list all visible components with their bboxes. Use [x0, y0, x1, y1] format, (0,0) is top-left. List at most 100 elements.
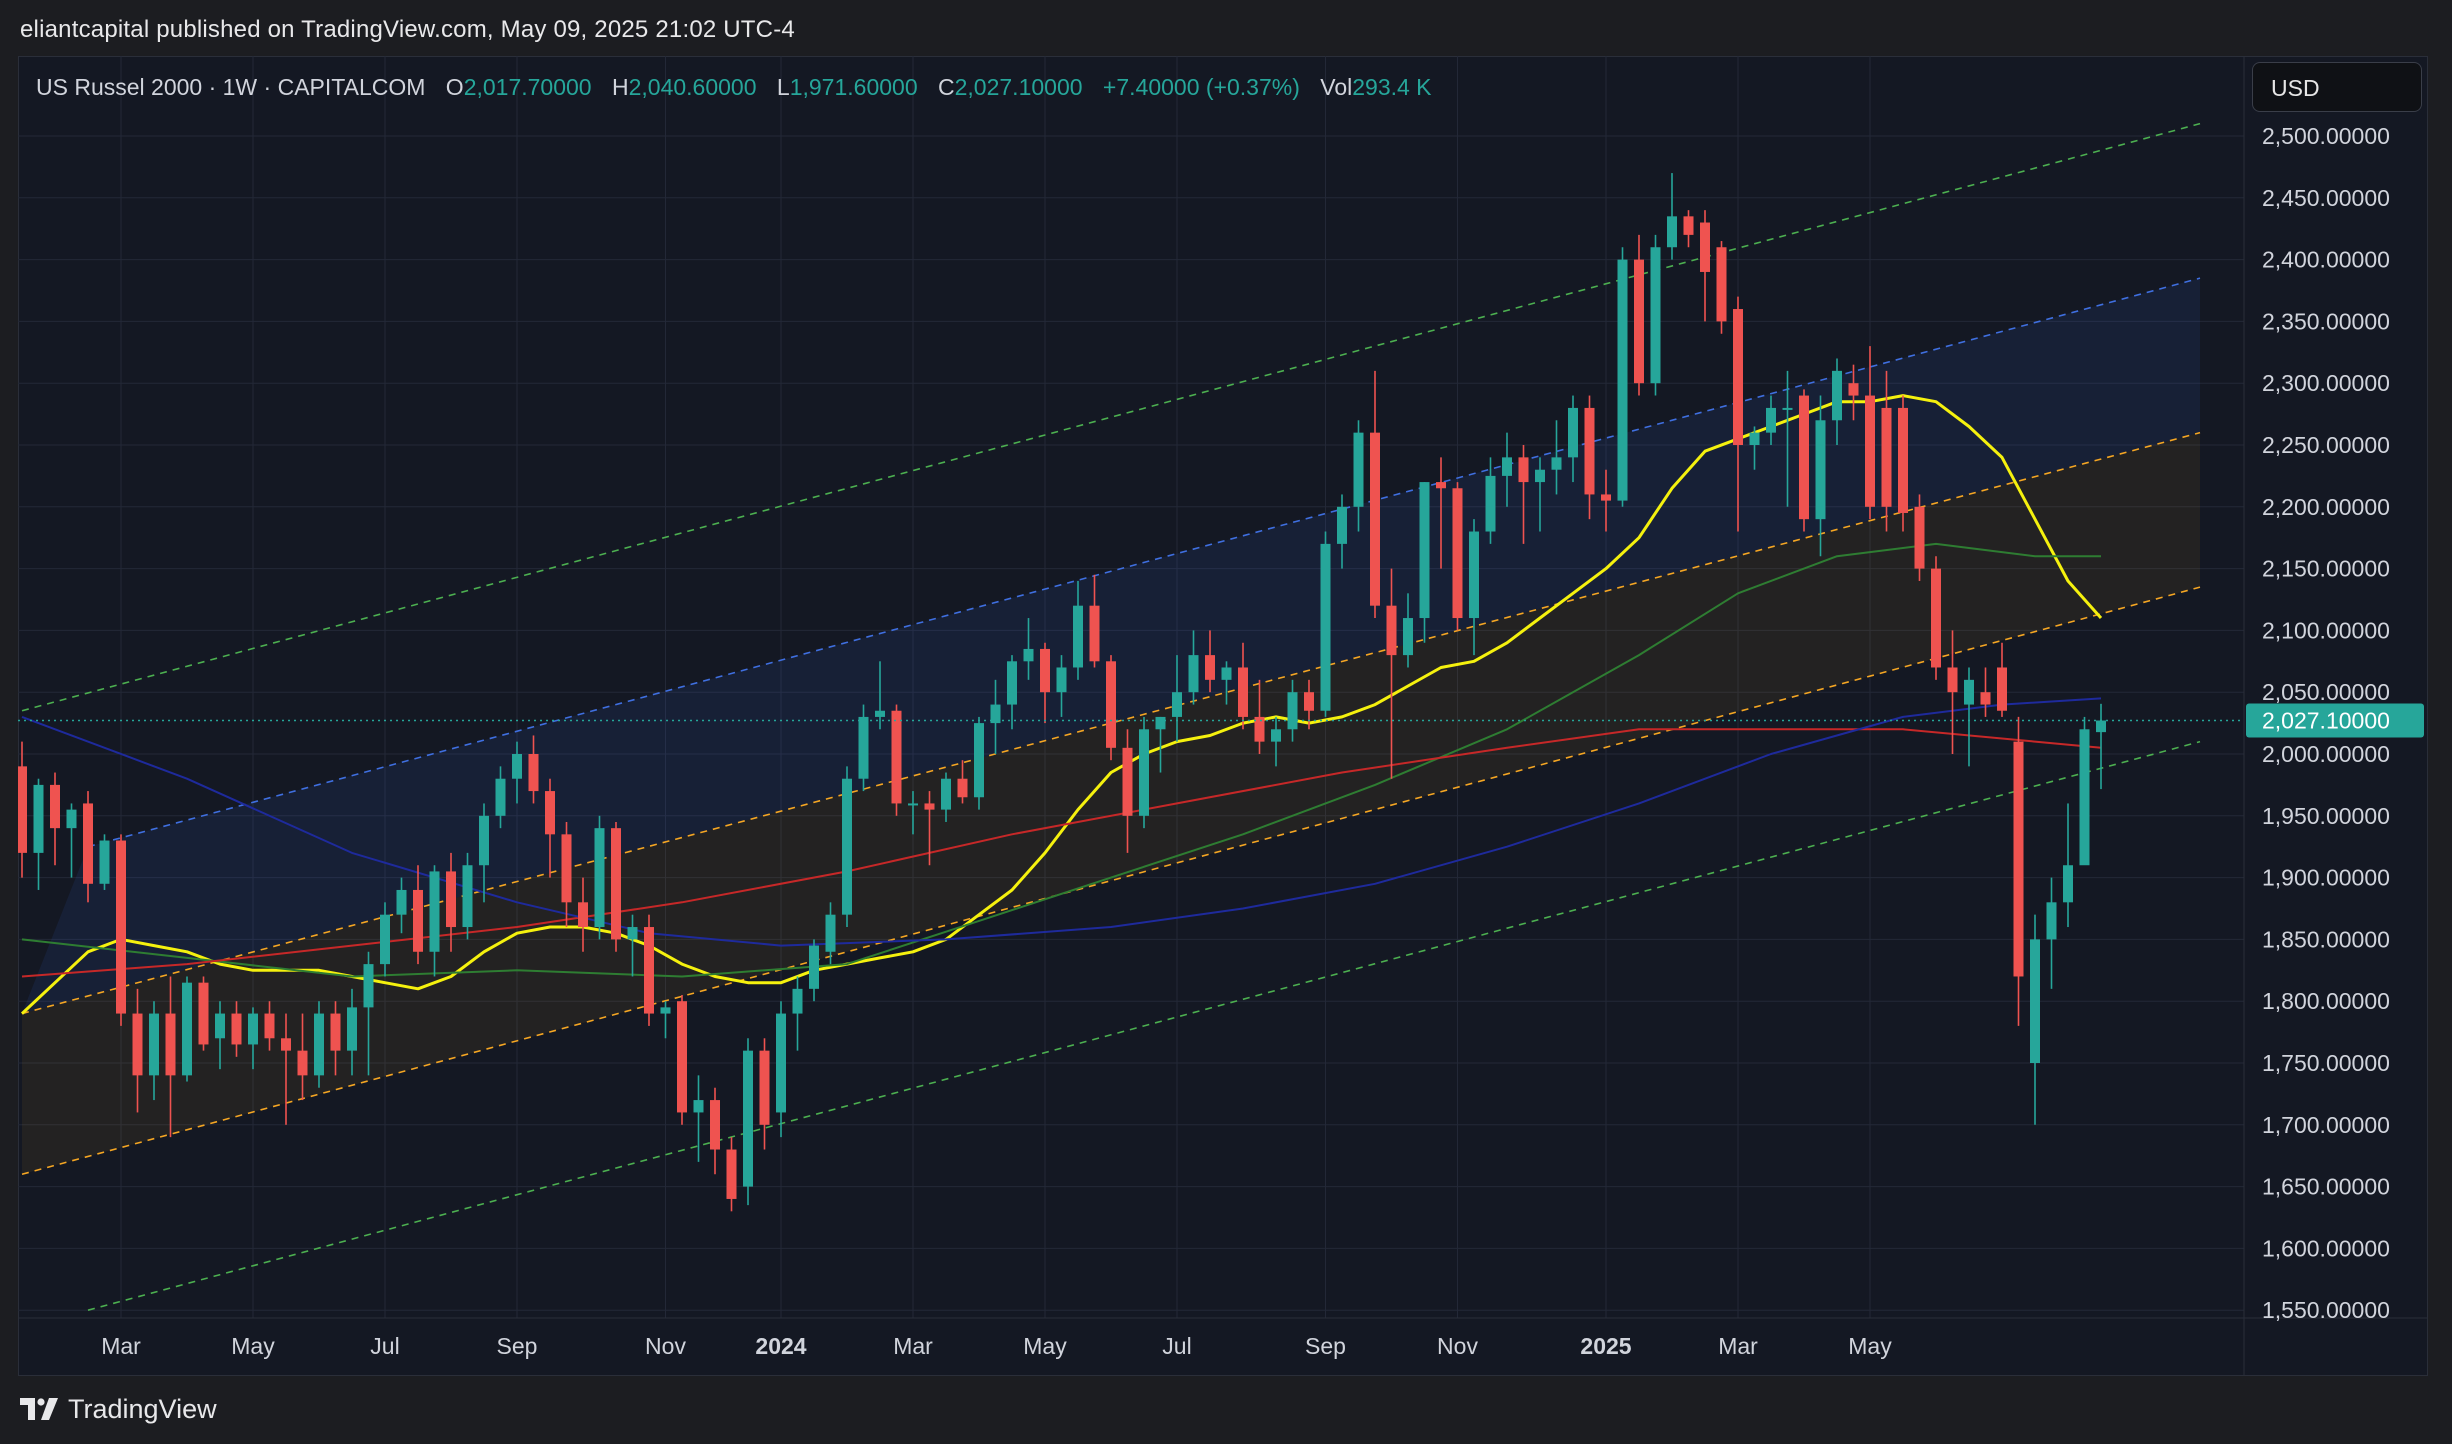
- candle-body: [1766, 407, 1776, 433]
- candle: [1617, 247, 1628, 507]
- candle-body: [1452, 488, 1463, 619]
- candle: [1898, 395, 1908, 532]
- candle: [429, 865, 440, 977]
- candle-body: [1254, 716, 1265, 742]
- candle-body: [1139, 729, 1149, 816]
- candle-body: [1271, 729, 1281, 742]
- candle: [1040, 642, 1050, 724]
- candle: [1320, 531, 1331, 717]
- candle-body: [1386, 605, 1397, 656]
- candle-body: [1947, 667, 1958, 693]
- price-tick-label: 2,150.00000: [2262, 556, 2390, 582]
- legend-symbol[interactable]: US Russel 2000 · 1W · CAPITALCOM: [36, 74, 426, 100]
- candle-body: [1881, 407, 1892, 507]
- candle: [413, 865, 423, 965]
- candle-body: [1733, 309, 1743, 445]
- price-tick-label: 2,200.00000: [2262, 494, 2390, 520]
- candle-body: [1716, 247, 1727, 322]
- candle-body: [297, 1050, 308, 1076]
- candle: [974, 716, 984, 810]
- candle: [363, 951, 374, 1076]
- candle-body: [165, 1013, 176, 1076]
- legend-high-value: 2,040.60000: [628, 74, 757, 100]
- candle: [924, 791, 935, 866]
- candle: [1353, 420, 1364, 532]
- candle-body: [1337, 506, 1347, 544]
- price-tick-label: 2,400.00000: [2262, 247, 2390, 273]
- candle-body: [2013, 741, 2024, 977]
- candle-body: [1683, 216, 1694, 235]
- candle-body: [528, 754, 539, 792]
- candle: [1139, 716, 1149, 829]
- candle-body: [561, 834, 572, 903]
- candle: [809, 939, 819, 1002]
- currency-button[interactable]: USD: [2252, 62, 2422, 112]
- time-tick-label: May: [231, 1333, 275, 1359]
- candle-body: [248, 1013, 258, 1045]
- candle-body: [495, 778, 506, 816]
- legend-close-label: C: [938, 74, 955, 100]
- candle-body: [1419, 482, 1430, 619]
- candle: [446, 852, 456, 952]
- candle-body: [1172, 692, 1182, 717]
- candle-body: [1073, 605, 1083, 668]
- candle: [1403, 593, 1413, 668]
- candle-body: [396, 889, 407, 915]
- candle-body: [33, 784, 44, 853]
- candle-body: [644, 927, 654, 1014]
- candle-body: [446, 871, 456, 928]
- candle-body: [1436, 482, 1446, 489]
- candle: [1386, 568, 1397, 779]
- price-tick-label: 2,500.00000: [2262, 123, 2390, 149]
- candle-body: [974, 723, 984, 798]
- candle-body: [380, 914, 390, 965]
- candle-body: [1568, 407, 1578, 458]
- candle-body: [1749, 432, 1760, 445]
- candle-body: [363, 964, 374, 1008]
- candle-body: [50, 784, 60, 829]
- candle-body: [1551, 457, 1562, 470]
- candle-body: [1782, 407, 1793, 410]
- chart-pane[interactable]: [18, 56, 2428, 1376]
- candle: [1832, 358, 1842, 445]
- candle: [2046, 877, 2057, 989]
- time-tick-label: Sep: [1305, 1333, 1346, 1359]
- candle: [1007, 655, 1017, 730]
- candle: [512, 741, 522, 804]
- candle: [1056, 655, 1067, 717]
- time-tick-label: 2024: [755, 1333, 806, 1359]
- price-tick-label: 2,100.00000: [2262, 617, 2390, 643]
- candle: [149, 1001, 159, 1101]
- candle-body: [875, 710, 885, 717]
- candle: [627, 914, 638, 977]
- candle-body: [825, 914, 836, 952]
- candle-body: [2079, 729, 2090, 866]
- candle: [1749, 426, 1760, 470]
- candle: [347, 988, 357, 1076]
- publish-header: eliantcapital published on TradingView.c…: [0, 0, 2452, 56]
- tradingview-logo-icon: [20, 1398, 58, 1420]
- time-tick-label: Sep: [497, 1333, 538, 1359]
- candle: [1337, 494, 1347, 569]
- legend-low-label: L: [776, 74, 790, 100]
- candle: [908, 791, 918, 835]
- candle-body: [1007, 661, 1017, 705]
- last-price-badge: 2,027.10000: [2246, 703, 2424, 738]
- candle: [132, 988, 143, 1113]
- candle-body: [578, 902, 588, 928]
- time-tick-label: Jul: [1162, 1333, 1191, 1359]
- candle: [1089, 574, 1100, 668]
- tradingview-logo[interactable]: TradingView: [20, 1392, 217, 1426]
- candle: [1535, 457, 1545, 532]
- time-axis[interactable]: Mar May Jul Sep Nov 2024 Mar May Jul Sep Nov 2025 Ma…: [101, 1333, 1892, 1359]
- time-tick-label: 2025: [1580, 1333, 1631, 1359]
- price-chart[interactable]: 1,550.00000 1,600.00000 1,650.00000 1,700.0…: [18, 56, 2428, 1376]
- candle-body: [264, 1013, 275, 1039]
- candle-body: [116, 840, 126, 1014]
- candle-body: [1601, 494, 1611, 501]
- channel-fill-middle: [22, 432, 2200, 1175]
- price-axis[interactable]: 1,550.00000 1,600.00000 1,650.00000 1,700.0…: [2262, 123, 2390, 1323]
- candle: [99, 834, 110, 890]
- time-tick-label: Mar: [101, 1333, 141, 1359]
- channel-line-blue-upper: [87, 277, 2201, 848]
